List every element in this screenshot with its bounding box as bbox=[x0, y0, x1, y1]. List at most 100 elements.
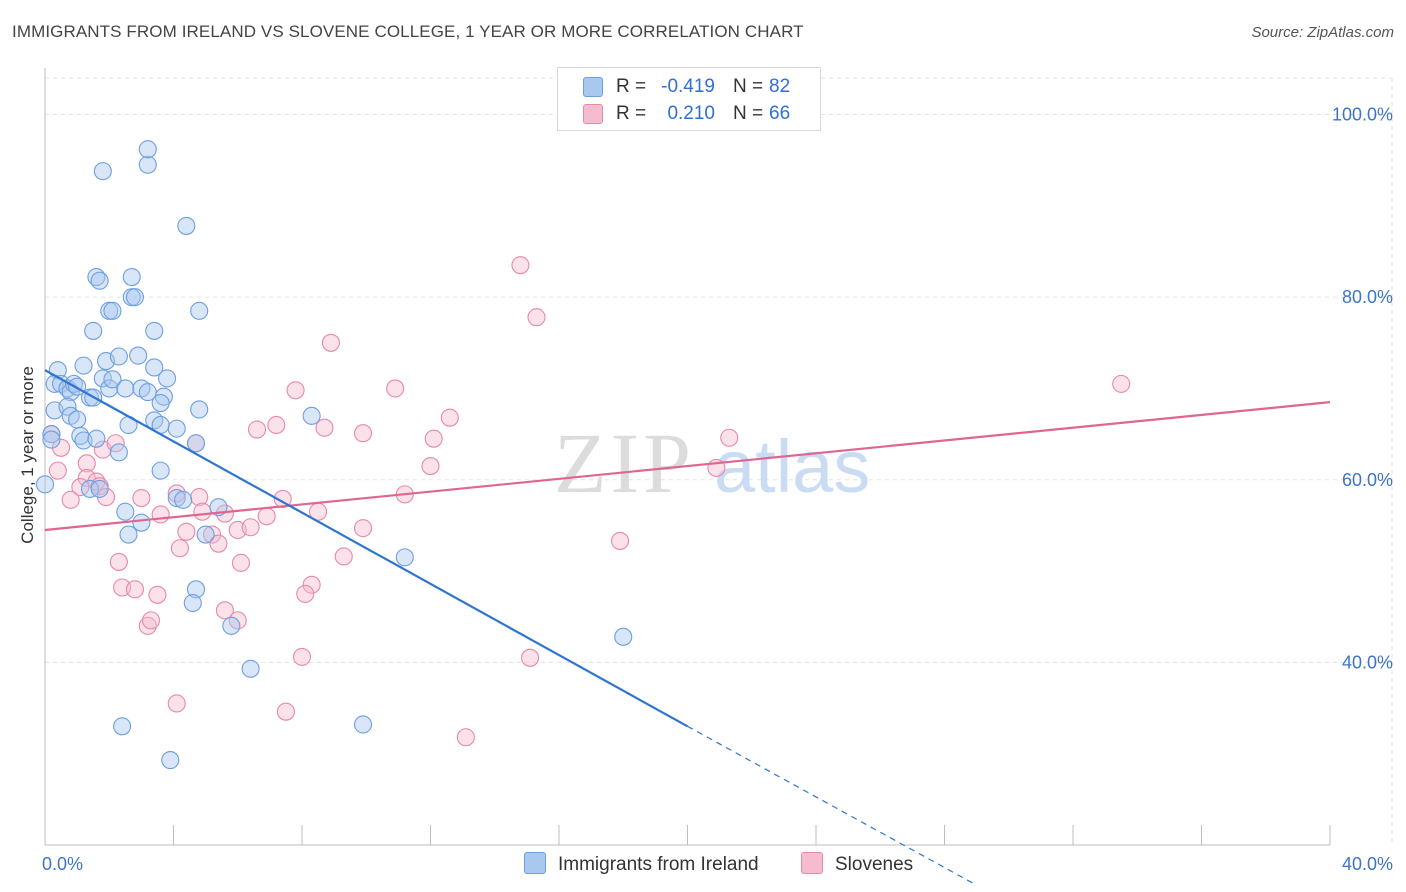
slovenes-point bbox=[353, 519, 373, 538]
ireland-point bbox=[35, 475, 55, 494]
x-tick-label: 40.0% bbox=[1342, 854, 1393, 874]
series-name-slovenes: Slovenes bbox=[835, 854, 914, 875]
y-tick-label: 80.0% bbox=[1342, 287, 1393, 307]
slovenes-point bbox=[77, 468, 96, 487]
source-label: Source: ZipAtlas.com bbox=[1251, 24, 1394, 41]
ireland-point bbox=[241, 659, 260, 678]
legend-n-value: 82 bbox=[769, 76, 791, 97]
slovenes-point bbox=[141, 611, 161, 630]
legend-r-label: R = bbox=[616, 76, 647, 97]
slovenes-point bbox=[511, 256, 530, 275]
slovenes-point bbox=[241, 518, 260, 537]
slovenes-point bbox=[61, 490, 80, 509]
ireland-point bbox=[145, 321, 164, 340]
series-legend-ireland[interactable]: Immigrants from Ireland bbox=[524, 852, 759, 876]
slovenes-point bbox=[321, 333, 340, 352]
slovenes-point bbox=[132, 488, 151, 508]
y-tick-label: 100.0% bbox=[1332, 105, 1393, 125]
x-tick-label: 0.0% bbox=[42, 854, 83, 874]
ireland-point bbox=[614, 627, 633, 646]
y-tick-label: 40.0% bbox=[1342, 652, 1393, 672]
ireland-point bbox=[132, 513, 151, 532]
slovenes-point bbox=[302, 575, 321, 594]
ireland-point bbox=[90, 271, 109, 290]
series-swatch-ireland bbox=[524, 852, 546, 874]
trend-lines bbox=[44, 369, 1331, 886]
ireland-point bbox=[190, 400, 209, 419]
ireland-point bbox=[116, 502, 135, 521]
slovenes-point bbox=[170, 539, 189, 558]
ireland-point bbox=[174, 490, 193, 509]
ireland-point bbox=[80, 479, 100, 498]
legend-n-label: N = bbox=[733, 103, 764, 124]
ireland-point bbox=[103, 301, 122, 320]
ireland-point bbox=[158, 369, 177, 388]
ireland-point bbox=[68, 410, 87, 429]
ireland-point bbox=[190, 301, 209, 320]
ireland-point bbox=[161, 751, 180, 770]
slovenes-point bbox=[315, 418, 334, 437]
ireland-point bbox=[109, 347, 128, 366]
ireland-point bbox=[103, 370, 122, 389]
slovenes-point bbox=[215, 601, 234, 620]
slovenes-point bbox=[521, 648, 540, 667]
slovenes-point bbox=[193, 502, 212, 521]
slovenes-point bbox=[296, 584, 315, 603]
ireland-point bbox=[302, 406, 321, 425]
slovenes-trend-line bbox=[44, 401, 1331, 532]
slovenes-point bbox=[386, 379, 405, 398]
ireland-point bbox=[196, 525, 215, 544]
ireland-point bbox=[116, 379, 135, 398]
ireland-point bbox=[177, 216, 196, 235]
ireland-point bbox=[151, 461, 170, 480]
slovenes-point bbox=[125, 580, 144, 599]
ireland-point bbox=[395, 548, 414, 567]
legend-n-value: 66 bbox=[769, 103, 791, 124]
ireland-point bbox=[113, 717, 132, 736]
slovenes-point bbox=[527, 308, 546, 327]
ireland-point bbox=[167, 488, 186, 508]
ireland-point bbox=[183, 593, 202, 613]
ireland-trend-line bbox=[44, 369, 689, 728]
slovenes-point bbox=[109, 552, 128, 571]
ireland-point bbox=[145, 411, 164, 430]
ireland-point bbox=[129, 346, 148, 365]
legend-r-label: R = bbox=[616, 103, 647, 124]
ireland-point bbox=[138, 155, 157, 174]
slovenes-point bbox=[424, 429, 443, 448]
ireland-point bbox=[42, 425, 61, 444]
slovenes-point bbox=[257, 507, 276, 526]
series-name-ireland: Immigrants from Ireland bbox=[558, 854, 759, 875]
slovenes-point bbox=[353, 424, 373, 443]
chart-title: IMMIGRANTS FROM IRELAND VS SLOVENE COLLE… bbox=[12, 22, 804, 41]
slovenes-point bbox=[209, 534, 228, 553]
slovenes-point bbox=[247, 420, 267, 439]
ireland-point bbox=[145, 358, 164, 377]
slovenes-point bbox=[177, 522, 196, 541]
ireland-point bbox=[122, 268, 141, 287]
slovenes-point bbox=[292, 647, 312, 666]
slovenes-point bbox=[203, 525, 222, 544]
ireland-point bbox=[74, 356, 93, 375]
slovenes-point bbox=[276, 702, 295, 721]
correlation-legend: R = -0.419 N = 82 R = 0.210 N = 66 bbox=[557, 67, 821, 131]
slovenes-point bbox=[286, 381, 305, 400]
ireland-point bbox=[90, 479, 109, 498]
ireland-point bbox=[125, 288, 144, 307]
ireland-point bbox=[186, 580, 206, 599]
ireland-point bbox=[138, 140, 157, 159]
slovenes-point bbox=[334, 547, 353, 566]
slovenes-point bbox=[167, 694, 186, 713]
slovenes-point bbox=[148, 585, 167, 604]
slovenes-point bbox=[456, 728, 475, 747]
slovenes-point bbox=[231, 553, 251, 572]
ireland-point bbox=[93, 162, 112, 181]
series-legend-slovenes[interactable]: Slovenes bbox=[801, 852, 913, 876]
watermark-atlas: atlas bbox=[714, 425, 870, 508]
ireland-point bbox=[87, 429, 106, 448]
watermark-zip: ZIP bbox=[554, 415, 695, 511]
slovenes-point bbox=[267, 415, 286, 435]
slovenes-point bbox=[1112, 374, 1131, 393]
slovenes-point bbox=[610, 531, 630, 550]
